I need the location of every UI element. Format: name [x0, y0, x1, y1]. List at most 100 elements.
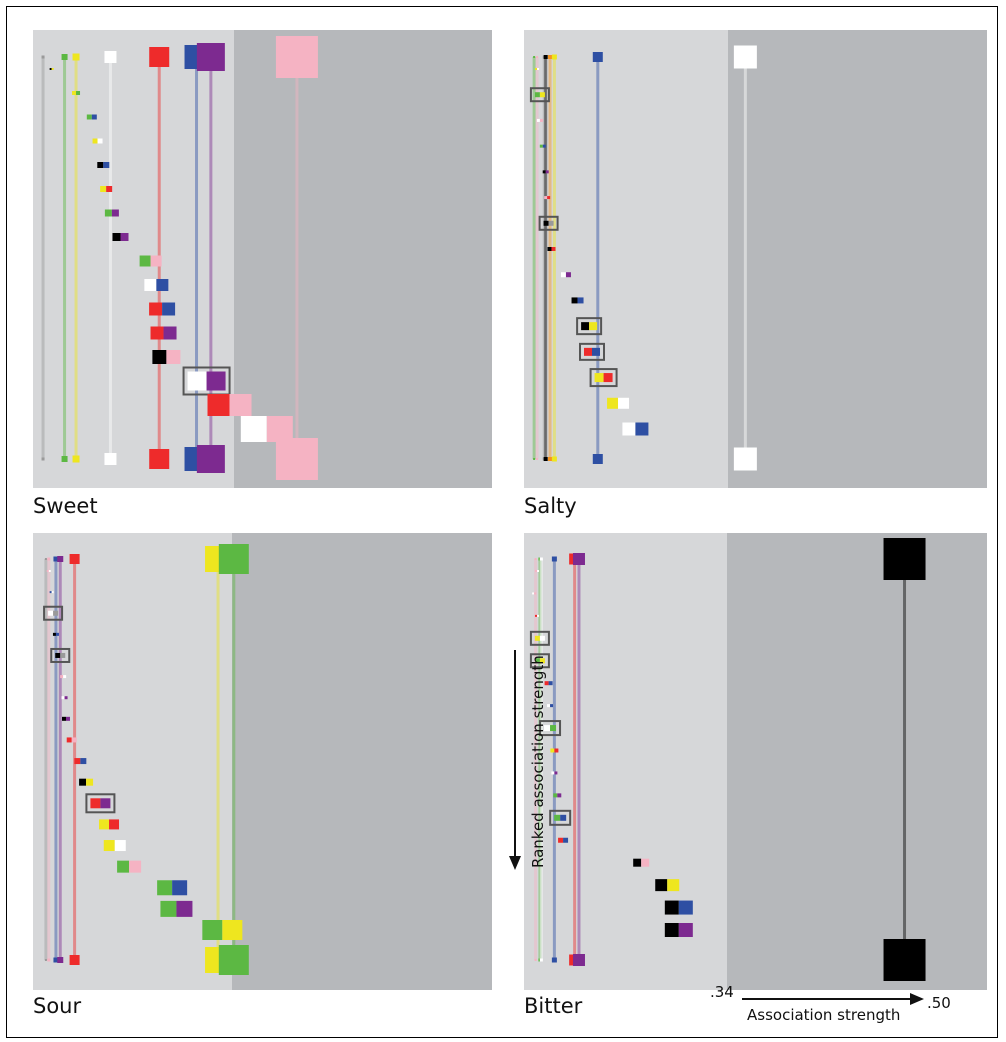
pair-left-red — [150, 326, 164, 340]
pair-right-red — [106, 186, 113, 192]
x-axis-arrowhead — [910, 993, 924, 1005]
pair-left-black — [571, 297, 578, 304]
pair-right-green — [550, 725, 557, 732]
single-top-green — [61, 54, 68, 60]
single-top-purple — [196, 43, 225, 71]
pair-left-green — [554, 814, 561, 821]
pair-right-pink — [129, 860, 142, 873]
single-top-blue — [53, 556, 59, 562]
single-bottom-green — [61, 456, 68, 462]
pair-left-green — [553, 793, 558, 798]
pair-left-green — [539, 144, 543, 148]
pair-highlight-box — [576, 317, 603, 336]
pair-right-yellow — [51, 68, 54, 70]
pair-right-pink — [539, 118, 543, 122]
pair-right-white — [537, 614, 540, 617]
single-bottom-orange — [548, 457, 553, 461]
pair-right-pink — [150, 255, 162, 267]
single-bottom-pink — [275, 438, 318, 480]
pair-right-blue — [548, 681, 553, 686]
pair-left-white — [551, 771, 555, 775]
x-axis-min-label: .34 — [710, 983, 734, 1001]
single-top-yellow — [551, 54, 557, 60]
single-top-green — [218, 544, 249, 574]
pair-right-pink — [534, 592, 537, 595]
pair-right-purple — [565, 272, 571, 278]
pair-right-yellow — [539, 92, 545, 98]
single-top-red — [149, 47, 170, 67]
single-bottom-blue — [53, 957, 59, 963]
pair-highlight-box — [538, 215, 559, 231]
pair-right-yellow — [539, 658, 545, 664]
pair-right-pink — [641, 858, 650, 867]
pair-right-purple — [100, 798, 111, 809]
single-bottom-purple — [196, 445, 225, 473]
single-top-green — [533, 56, 536, 58]
pair-right-pink — [166, 350, 181, 364]
single-bottom-blue — [551, 957, 557, 963]
pair-right-yellow — [589, 322, 598, 331]
pair-highlight-box — [182, 366, 231, 396]
panel-background-high — [234, 30, 492, 488]
single-bottom-gray — [44, 959, 47, 961]
pair-left-white — [48, 610, 54, 616]
pair-right-blue — [162, 302, 176, 316]
pair-highlight-box — [539, 720, 562, 737]
pair-highlight-box — [43, 605, 64, 621]
pair-right-green — [76, 91, 81, 95]
pair-right-red — [109, 819, 120, 830]
pair-right-blue — [592, 347, 601, 356]
single-top-pink — [534, 558, 537, 560]
pair-highlight-box — [529, 87, 550, 103]
pair-left-black — [543, 220, 549, 226]
pair-left-white — [622, 422, 636, 436]
pair-right-yellow — [667, 879, 680, 892]
single-bottom-white — [104, 453, 117, 465]
panel-sweet — [33, 30, 492, 488]
pair-right-pink — [229, 394, 252, 416]
pair-right-pink — [71, 737, 77, 743]
figure-frame — [6, 6, 998, 1038]
single-bottom-red — [69, 955, 80, 965]
pair-right-white — [539, 635, 545, 641]
x-axis-max-label: .50 — [927, 994, 951, 1012]
single-bottom-gray — [41, 457, 45, 461]
pair-right-blue — [563, 837, 569, 843]
single-top-orange — [548, 55, 553, 59]
pair-right-yellow — [86, 778, 94, 786]
pair-highlight-box — [589, 368, 618, 388]
single-top-white — [733, 45, 757, 69]
pair-right-purple — [120, 233, 129, 241]
single-top-purple — [57, 556, 64, 562]
pair-left-red — [535, 614, 538, 617]
pair-left-black — [664, 900, 679, 915]
single-top-pink — [47, 557, 51, 561]
single-bottom-purple — [57, 957, 64, 963]
pair-right-red — [551, 247, 556, 251]
single-bottom-blue — [592, 454, 603, 464]
pair-right-purple — [206, 371, 226, 391]
pair-right-blue — [103, 162, 110, 168]
pair-left-blue — [49, 591, 52, 594]
pair-left-red — [558, 837, 564, 843]
pair-left-black — [664, 923, 679, 937]
single-top-gray — [44, 558, 47, 560]
pair-right-blue — [156, 279, 169, 291]
pair-left-yellow — [100, 186, 107, 192]
pair-right-purple — [678, 923, 693, 937]
pair-left-pink — [46, 570, 49, 572]
pair-right-blue — [678, 900, 693, 915]
pair-right-blue — [542, 144, 546, 148]
pair-left-white — [544, 725, 551, 732]
pair-right-blue — [550, 704, 554, 708]
single-bottom-pink — [47, 958, 51, 962]
pair-left-green — [86, 114, 92, 120]
panel-background-high — [727, 533, 987, 990]
single-top-gray — [41, 55, 45, 59]
pair-right-blue — [80, 758, 87, 765]
single-bottom-red — [149, 449, 170, 469]
pair-right-purple — [163, 326, 177, 340]
pair-right-gray — [548, 220, 554, 226]
pair-left-white — [187, 371, 207, 391]
pair-right-gray — [60, 652, 66, 658]
